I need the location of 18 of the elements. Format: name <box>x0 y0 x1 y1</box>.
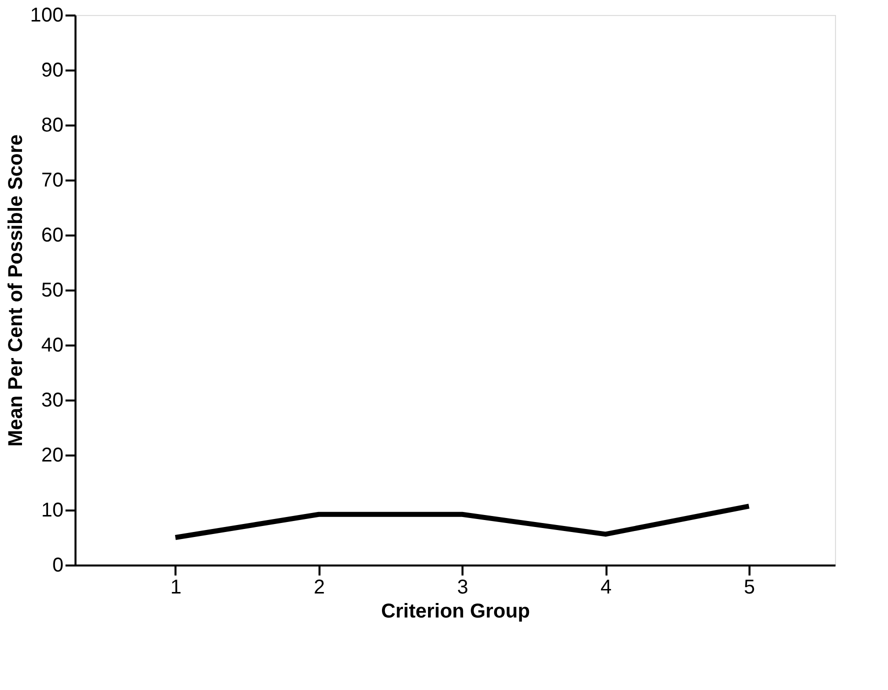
y-tick-label: 90 <box>41 60 64 82</box>
y-tick-label: 30 <box>41 390 64 412</box>
y-tick-label: 100 <box>30 4 64 26</box>
x-tick-label: 5 <box>744 576 756 598</box>
y-tick-label: 80 <box>41 114 64 136</box>
x-tick-label: 1 <box>170 576 182 598</box>
y-tick-label: 50 <box>41 280 64 302</box>
y-tick-label: 0 <box>52 554 64 576</box>
y-tick-label: 20 <box>41 444 64 466</box>
y-axis-title: Mean Per Cent of Possible Score <box>5 134 28 447</box>
y-tick-label: 10 <box>41 500 64 522</box>
x-tick-label: 3 <box>457 576 468 598</box>
y-tick-label: 40 <box>41 334 64 356</box>
x-tick-label: 4 <box>600 576 612 598</box>
x-tick-label: 2 <box>314 576 325 598</box>
y-tick-label: 70 <box>41 170 64 192</box>
y-tick-label: 60 <box>41 224 64 246</box>
x-axis-title: Criterion Group <box>381 600 530 622</box>
